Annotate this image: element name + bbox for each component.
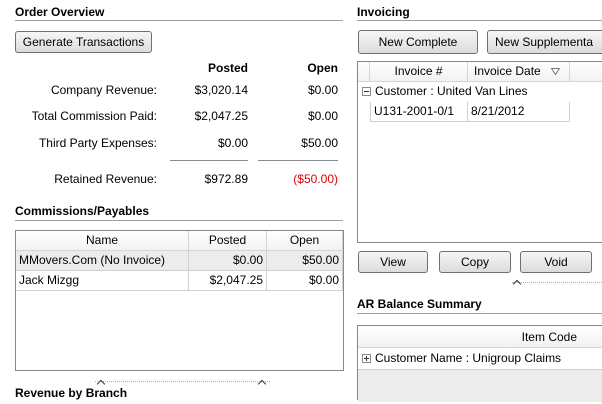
divider xyxy=(15,220,343,222)
section-title: AR Balance Summary xyxy=(357,297,482,311)
grid-cell[interactable]: U131-2001-0/1 xyxy=(370,102,468,122)
grid-cell[interactable]: $50.00 xyxy=(267,251,343,271)
splitter[interactable] xyxy=(512,282,602,283)
header-spacer xyxy=(570,62,602,82)
divider xyxy=(357,313,602,315)
grid-cell[interactable]: $0.00 xyxy=(267,271,343,291)
section-title: Order Overview xyxy=(15,5,105,19)
row-label: Total Commission Paid: xyxy=(31,109,157,123)
commissions-grid: Name Posted Open MMovers.Com (No Invoice… xyxy=(15,230,344,371)
amount: $0.00 xyxy=(307,109,338,123)
amount: $0.00 xyxy=(217,136,248,150)
header-spacer xyxy=(358,62,370,82)
total-line xyxy=(258,160,338,161)
copy-button[interactable]: Copy xyxy=(439,251,511,273)
void-button[interactable]: Void xyxy=(520,251,592,273)
grid-cell[interactable]: MMovers.Com (No Invoice) xyxy=(16,251,189,271)
group-row[interactable]: Customer : United Van Lines xyxy=(375,84,528,98)
new-supplemental-button[interactable]: New Supplementa xyxy=(487,30,602,54)
expand-icon[interactable] xyxy=(362,354,371,363)
row-label: Company Revenue: xyxy=(50,83,157,97)
row-label: Third Party Expenses: xyxy=(38,136,157,150)
generate-button[interactable]: Generate Transactions xyxy=(15,31,152,53)
divider xyxy=(357,20,602,22)
collapse-icon[interactable] xyxy=(362,87,371,96)
amount: $3,020.14 xyxy=(194,83,248,97)
ar-grid: Item Code Customer Name : Unigroup Claim… xyxy=(357,325,602,402)
amount: $50.00 xyxy=(301,136,338,150)
grid-footer xyxy=(358,369,602,402)
column-header[interactable]: Invoice Date xyxy=(468,62,570,82)
amount: $0.00 xyxy=(307,83,338,97)
sort-icon[interactable] xyxy=(551,68,560,75)
total-line xyxy=(170,160,248,161)
new-complete-button[interactable]: New Complete xyxy=(358,30,478,54)
column-header[interactable]: Open xyxy=(267,231,343,251)
amount: $972.89 xyxy=(204,172,248,186)
grid-cell[interactable]: Jack Mizgg xyxy=(16,271,189,291)
divider xyxy=(15,20,343,22)
group-row[interactable]: Customer Name : Unigroup Claims xyxy=(375,351,562,365)
column-header[interactable]: Name xyxy=(16,231,189,251)
amount: $2,047.25 xyxy=(194,109,248,123)
view-button[interactable]: View xyxy=(358,251,428,273)
column-header[interactable]: Posted xyxy=(189,231,267,251)
section-title: Revenue by Branch xyxy=(15,386,128,400)
section-title: Invoicing xyxy=(357,5,410,19)
splitter[interactable] xyxy=(95,381,270,382)
grid-cell[interactable]: 8/21/2012 xyxy=(468,102,570,122)
grid-cell[interactable]: $0.00 xyxy=(189,251,267,271)
column-header[interactable]: Invoice # xyxy=(370,62,468,82)
invoice-grid: Invoice # Invoice Date Customer : United… xyxy=(357,61,602,243)
amount-negative: ($50.00) xyxy=(293,172,338,186)
column-header[interactable]: Item Code xyxy=(358,326,602,348)
row-label: Retained Revenue: xyxy=(54,172,157,186)
column-header: Open xyxy=(307,61,338,75)
column-header: Posted xyxy=(207,61,248,75)
section-title: Commissions/Payables xyxy=(15,204,150,218)
grid-cell[interactable]: $2,047.25 xyxy=(189,271,267,291)
